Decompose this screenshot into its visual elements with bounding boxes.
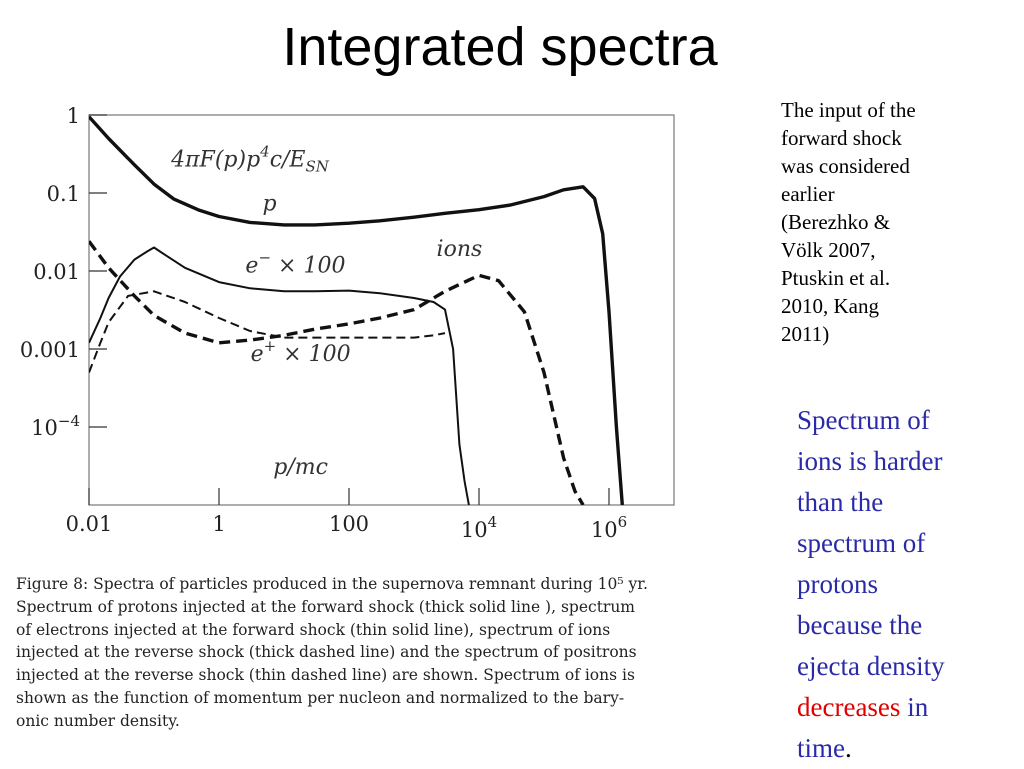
caption-line: shown as the function of momentum per nu… <box>16 688 625 707</box>
side-note-line: The input of the <box>781 98 916 122</box>
figure-caption: Figure 8: Spectra of particles produced … <box>16 573 756 733</box>
protons-thick-solid-line <box>89 115 624 505</box>
y-tick-label: 1 <box>67 104 80 128</box>
chart-annotation: e+ × 100 <box>251 337 351 367</box>
caption-line: Figure 8: Spectra of particles produced … <box>16 575 648 593</box>
annotation-superscript: − <box>258 248 271 266</box>
side-note-line: Völk 2007, <box>781 238 876 262</box>
x-tick-label: 106 <box>591 513 627 542</box>
plot-frame <box>88 114 675 506</box>
chart-annotation: ions <box>437 237 483 262</box>
x-tick-label: 0.01 <box>66 512 113 536</box>
annotation-superscript: 4 <box>259 142 270 160</box>
highlight-line: spectrum of <box>797 528 926 558</box>
chart-annotation: p/mc <box>273 455 328 480</box>
y-tick-label: 10−4 <box>31 412 80 440</box>
highlight-line: ions is harder <box>797 446 943 476</box>
highlight-line: protons <box>797 569 878 599</box>
ions-thick-dashed-line <box>89 240 585 505</box>
annotation-text: p/mc <box>273 455 328 480</box>
side-note-line: forward shock <box>781 126 902 150</box>
x-tick-label: 100 <box>329 512 369 536</box>
y-tick-label: 0.01 <box>33 260 80 284</box>
annotation-text: e <box>245 253 258 278</box>
x-tick-exponent: 4 <box>488 513 498 531</box>
chart-annotation: p <box>263 191 277 216</box>
highlight-line: time. <box>797 728 1017 769</box>
annotation-text: 4πF(p)p <box>170 147 260 172</box>
side-note-line: Ptuskin et al. <box>781 266 891 290</box>
x-tick-label: 1 <box>212 512 225 536</box>
slide-title: Integrated spectra <box>282 17 718 77</box>
highlight-line: because the <box>797 610 923 640</box>
caption-line: of electrons injected at the forward sho… <box>16 620 611 639</box>
side-note-line: 2011) <box>781 322 830 346</box>
x-tick-exponent: 6 <box>618 513 628 531</box>
highlight-fragment: in <box>900 692 929 722</box>
annotation-text: × 100 <box>271 253 345 278</box>
positrons-thin-dashed-line <box>89 290 446 373</box>
side-note-line: 2010, Kang <box>781 294 879 318</box>
highlight-line: ejecta density <box>797 651 945 681</box>
y-tick-label: 0.1 <box>47 182 80 206</box>
x-tick-label: 104 <box>461 513 497 542</box>
side-note-line: was considered <box>781 154 910 178</box>
highlight-line: decreases in <box>797 687 1017 728</box>
y-tick-exponent: −4 <box>58 412 80 430</box>
emphasis-word: decreases <box>797 692 901 722</box>
annotation-subscript: SN <box>306 157 330 175</box>
annotation-text: e <box>251 342 264 367</box>
chart-annotation: e− × 100 <box>245 248 345 278</box>
caption-line: injected at the reverse shock (thin dash… <box>16 666 635 685</box>
chart-annotation: 4πF(p)p4c/ESN <box>170 142 330 175</box>
caption-line: onic number density. <box>16 711 180 730</box>
annotation-superscript: + <box>264 337 277 355</box>
caption-line: injected at the reverse shock (thick das… <box>16 643 637 662</box>
y-tick-label: 0.001 <box>20 338 80 362</box>
highlight-fragment: time <box>797 733 845 763</box>
annotation-text: p <box>263 191 277 216</box>
annotation-text: c/E <box>270 147 306 172</box>
side-note-line: (Berezhko & <box>781 210 891 234</box>
side-note: The input of the forward shock was conside… <box>781 96 981 348</box>
caption-line: Spectrum of protons injected at the forw… <box>16 597 636 616</box>
annotation-text: ions <box>437 237 483 262</box>
annotation-text: × 100 <box>276 342 350 367</box>
highlight-note: Spectrum of ions is harder than the spec… <box>797 400 1017 769</box>
highlight-period: . <box>845 733 852 763</box>
side-note-line: earlier <box>781 182 835 206</box>
electrons-thin-solid-line <box>89 246 470 505</box>
highlight-line: than the <box>797 487 884 517</box>
highlight-line: Spectrum of <box>797 405 930 435</box>
